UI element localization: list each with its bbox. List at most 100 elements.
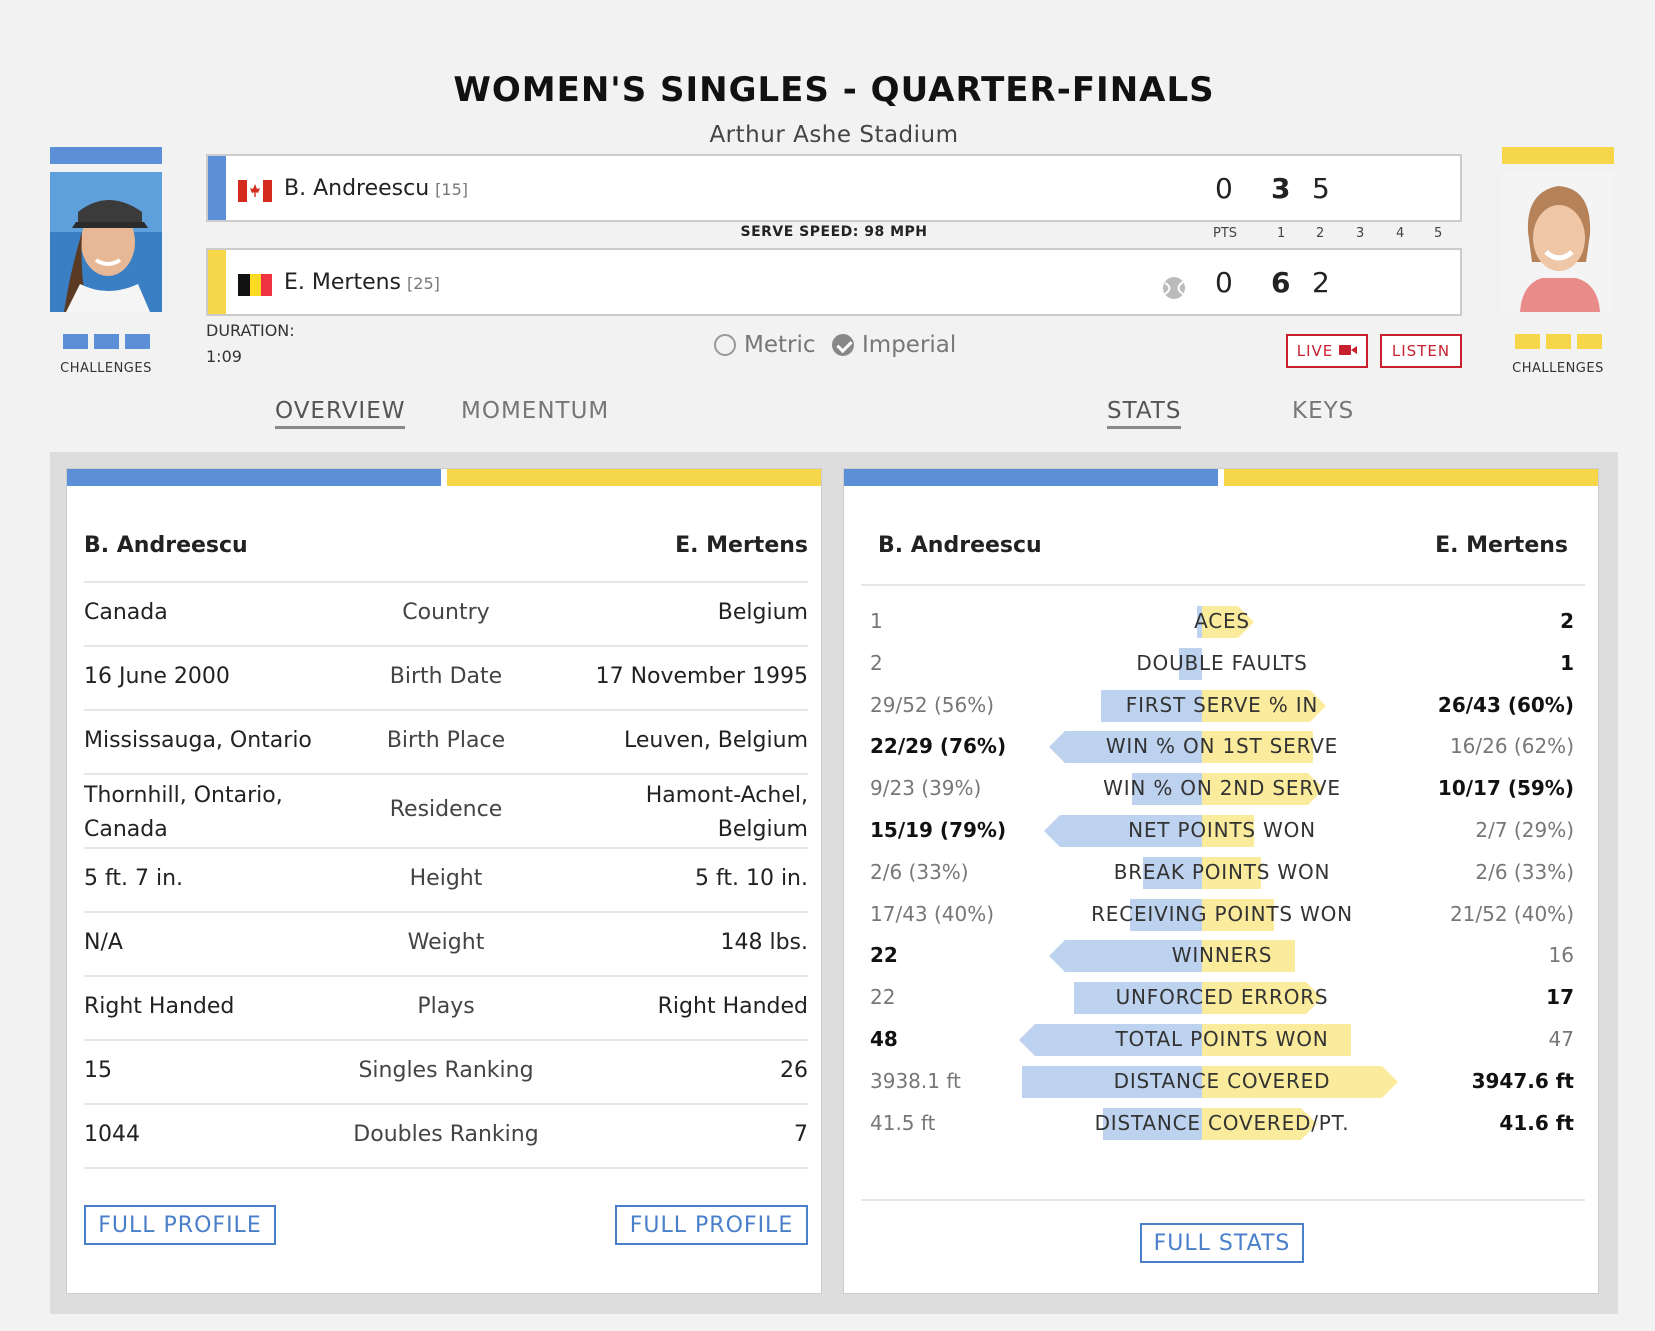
player1-photo[interactable] (50, 172, 162, 312)
overview-player1-value: 1044 (84, 1122, 140, 1147)
overview-row-label: Doubles Ranking (353, 1122, 539, 1147)
player2-challenges-label: CHALLENGES (1512, 361, 1604, 376)
overview-row-label: Singles Ranking (358, 1058, 534, 1083)
stat-player2-value: 2 (1560, 609, 1574, 633)
overview-row: Mississauga, Ontario Birth Place Leuven, B… (84, 711, 808, 775)
tab-overview[interactable]: OVERVIEW (275, 398, 406, 429)
stat-label: DOUBLE FAULTS (1136, 650, 1308, 675)
belgium-flag-icon (238, 274, 272, 296)
unit-metric-option[interactable]: Metric (714, 332, 816, 358)
overview-player1-value: 15 (84, 1058, 112, 1083)
player1-challenges-label: CHALLENGES (60, 361, 152, 376)
stat-bar-player1 (1101, 689, 1202, 722)
venue-name: Arthur Ashe Stadium (709, 122, 959, 148)
overview-player2-value: 148 lbs. (720, 930, 808, 955)
stat-player1-value: 9/23 (39%) (870, 776, 982, 801)
stat-player1-value: 2/6 (33%) (870, 859, 969, 884)
stat-bar-player1 (1065, 731, 1202, 764)
overview-player1-value: Mississauga, Ontario (84, 728, 312, 753)
tab-keys[interactable]: KEYS (1292, 398, 1355, 424)
col-label-set2: 2 (1316, 226, 1325, 241)
overview-row-label: Residence (389, 797, 503, 822)
stat-player1-value: 22 (870, 943, 898, 968)
stat-player1-value: 22/29 (76%) (870, 734, 1007, 759)
player1-name[interactable]: B. Andreescu [15] (284, 176, 468, 201)
radio-unchecked-icon[interactable] (714, 334, 736, 356)
player1-score-row: B. Andreescu [15] 0 3 5 (206, 154, 1462, 222)
overview-player2-value: Hamont-Achel, Belgium (645, 783, 808, 842)
overview-row: Right Handed Plays Right Handed (84, 977, 808, 1041)
stat-bar-player1 (1197, 606, 1202, 638)
stat-bar-player2 (1202, 982, 1306, 1015)
stat-player1-value: 1 (870, 609, 883, 633)
overview-player2-value: Belgium (717, 600, 808, 625)
stat-row: 22 UNFORCED ERRORS 17 (844, 982, 1600, 1015)
stat-lead-arrow-right-icon (1306, 982, 1322, 1015)
player2-column: CHALLENGES (1502, 147, 1614, 376)
player1-full-profile-button[interactable]: FULL PROFILE (84, 1205, 276, 1245)
overview-row: 16 June 2000 Birth Date 17 November 1995 (84, 647, 808, 711)
player2-photo[interactable] (1502, 172, 1614, 312)
stat-player2-value: 16/26 (62%) (1449, 734, 1574, 759)
stat-bar-player1 (1130, 898, 1202, 931)
stat-lead-arrow-left-icon (1049, 940, 1065, 973)
unit-imperial-label: Imperial (862, 332, 957, 358)
overview-row-label: Birth Place (386, 728, 506, 753)
overview-player1-value: N/A (84, 930, 123, 955)
player2-full-profile-button[interactable]: FULL PROFILE (615, 1205, 808, 1245)
player1-seed: [15] (435, 180, 469, 199)
player2-set1: 6 (1271, 266, 1291, 299)
live-button[interactable]: LIVE (1286, 334, 1368, 368)
stat-label: NET POINTS WON (1128, 818, 1316, 842)
overview-player1-value: 16 June 2000 (84, 664, 230, 689)
stat-bar-player1 (1103, 1107, 1202, 1140)
listen-button[interactable]: LISTEN (1380, 334, 1462, 368)
stat-player1-value: 3938.1 ft (870, 1068, 961, 1093)
stat-row: 1 ACES 2 (844, 606, 1600, 638)
overview-player1-value: Canada (84, 600, 168, 625)
radio-checked-icon[interactable] (832, 334, 854, 356)
unit-imperial-option[interactable]: Imperial (832, 332, 956, 358)
overview-player1-value: Thornhill, Ontario, Canada (84, 783, 283, 842)
stat-bar-player2 (1202, 940, 1295, 973)
stat-bar-player1 (1179, 647, 1202, 680)
stat-player2-value: 26/43 (60%) (1437, 692, 1574, 717)
stat-label: UNFORCED ERRORS (1115, 985, 1329, 1010)
video-camera-icon (1339, 342, 1358, 360)
tab-stats[interactable]: STATS (1107, 398, 1182, 429)
serve-speed: SERVE SPEED: 98 MPH (740, 224, 928, 240)
overview-player2-value: 5 ft. 10 in. (695, 866, 808, 891)
stat-label: WIN % ON 2ND SERVE (1103, 776, 1341, 801)
unit-metric-label: Metric (744, 332, 816, 358)
stat-bar-player2 (1202, 689, 1310, 722)
stat-bar-player2 (1202, 1107, 1301, 1140)
overview-head-player2: E. Mertens (675, 533, 808, 558)
overview-row: Canada Country Belgium (84, 583, 808, 647)
page-title: WOMEN'S SINGLES - QUARTER-FINALS (453, 70, 1215, 110)
stat-lead-arrow-right-icon (1382, 1065, 1398, 1098)
stats-head-player1: B. Andreescu (878, 533, 1042, 558)
overview-player2-value: 26 (780, 1058, 808, 1083)
stat-bar-player1 (1060, 815, 1202, 847)
overview-row: 1044 Doubles Ranking 7 (84, 1105, 808, 1169)
stat-label: FIRST SERVE % IN (1125, 692, 1319, 717)
col-label-set5: 5 (1434, 226, 1443, 241)
full-stats-button[interactable]: FULL STATS (1140, 1223, 1304, 1263)
stat-row: 22/29 (76%) WIN % ON 1ST SERVE 16/26 (62%) (844, 731, 1600, 764)
stat-player2-value: 3947.6 ft (1471, 1068, 1574, 1093)
stat-player1-value: 29/52 (56%) (870, 692, 995, 717)
stat-player2-value: 16 (1548, 943, 1574, 968)
stat-bar-player2 (1202, 731, 1313, 764)
stat-row: 48 TOTAL POINTS WON 47 (844, 1024, 1600, 1056)
stat-bar-player2 (1202, 1065, 1382, 1098)
stat-row: 3938.1 ft DISTANCE COVERED 3947.6 ft (844, 1065, 1600, 1098)
player2-name[interactable]: E. Mertens [25] (284, 270, 440, 295)
stat-bar-player1 (1074, 982, 1202, 1015)
stat-player1-value: 17/43 (40%) (870, 901, 995, 926)
tab-momentum[interactable]: MOMENTUM (461, 398, 610, 424)
canada-flag-icon (238, 180, 272, 202)
stat-lead-arrow-right-icon (1308, 773, 1324, 806)
stat-player2-value: 1 (1560, 650, 1574, 675)
stat-row: 15/19 (79%) NET POINTS WON 2/7 (29%) (844, 815, 1600, 847)
stat-row: 41.5 ft DISTANCE COVERED/PT. 41.6 ft (844, 1107, 1600, 1140)
